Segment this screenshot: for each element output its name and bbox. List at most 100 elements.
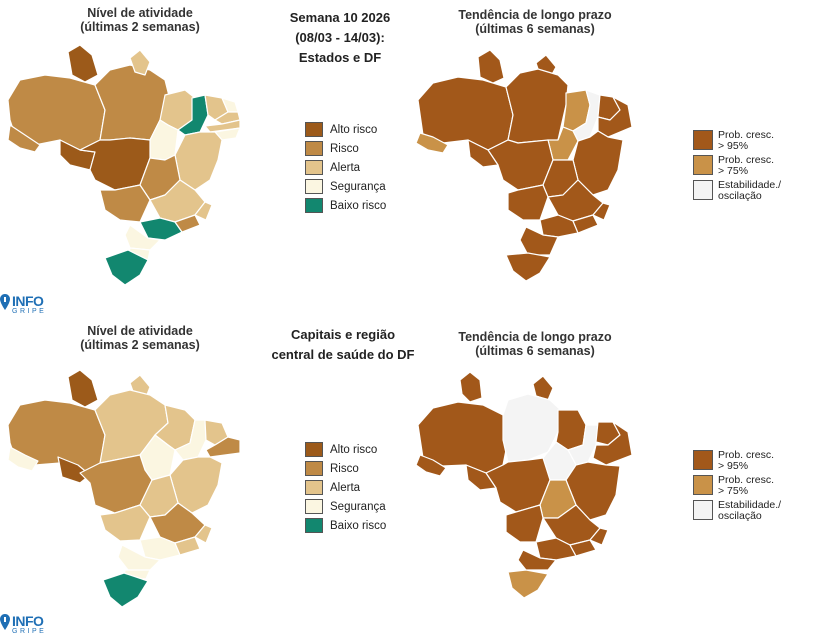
- state-pa: [505, 68, 569, 144]
- legend-label: Segurança: [330, 180, 386, 193]
- week-label: Semana 10 2026: [289, 10, 391, 25]
- legend-label: Prob. cresc. > 75%: [718, 155, 798, 177]
- state-pr-sc: [519, 226, 559, 256]
- legend-swatch: [693, 450, 713, 470]
- label-line: Prob. cresc.: [718, 449, 775, 461]
- trend-map-title-top: Tendência de longo prazo (últimas 6 sema…: [440, 8, 630, 36]
- activity-legend-bottom: Alto risco Risco Alerta Segurança Baixo …: [305, 440, 386, 535]
- state-rr: [477, 49, 505, 84]
- legend-label: Prob. cresc. > 95%: [718, 130, 798, 152]
- title-line: Nível de atividade: [87, 324, 193, 338]
- location-pin-icon: [0, 294, 10, 310]
- region-ne-east: [592, 421, 633, 466]
- label-line: Prob. cresc.: [718, 474, 775, 486]
- infogripe-logo: INFO GRIPE: [0, 614, 46, 636]
- region-ro: [465, 464, 497, 491]
- region-ac: [415, 454, 447, 477]
- legend-label: Baixo risco: [330, 199, 387, 212]
- title-line: Nível de atividade: [87, 6, 193, 20]
- legend-item: Prob. cresc. > 95%: [693, 450, 798, 472]
- legend-swatch: [693, 180, 713, 200]
- title-line: (últimas 6 semanas): [475, 344, 595, 358]
- legend-item: Estabilidade./oscilação: [693, 180, 798, 202]
- legend-swatch: [305, 480, 323, 495]
- region-pr-sc: [517, 549, 557, 571]
- region-ms: [505, 504, 544, 543]
- infogripe-logo: INFO GRIPE: [0, 294, 46, 316]
- legend-item: Alerta: [305, 158, 386, 177]
- activity-map-title-top: Nível de atividade (últimas 2 semanas): [60, 6, 220, 34]
- label-line: Estabilidade./: [718, 179, 782, 191]
- legend-item: Baixo risco: [305, 196, 386, 215]
- legend-swatch: [305, 179, 323, 194]
- label-line: Prob. cresc.: [718, 129, 775, 141]
- trend-map-title-bottom: Tendência de longo prazo (últimas 6 sema…: [440, 330, 630, 358]
- state-es: [194, 201, 213, 221]
- trend-map-states: [415, 49, 633, 282]
- label-line: Prob. cresc.: [718, 154, 775, 166]
- legend-swatch: [305, 198, 323, 213]
- state-ms: [507, 184, 549, 221]
- legend-item: Prob. cresc. > 95%: [693, 130, 798, 152]
- region-es: [589, 527, 609, 546]
- legend-swatch: [305, 518, 323, 533]
- label-line: > 75%: [718, 165, 749, 177]
- logo-subtext: GRIPE: [12, 308, 47, 315]
- legend-swatch: [305, 122, 323, 137]
- logo-subtext: GRIPE: [12, 628, 47, 635]
- legend-label: Alto risco: [330, 123, 378, 136]
- date-range: (08/03 - 14/03):: [295, 30, 385, 45]
- region-ac: [7, 446, 39, 472]
- state-es: [592, 202, 611, 221]
- activity-legend-top: Alto risco Risco Alerta Segurança Baixo …: [305, 120, 386, 215]
- trend-legend-bottom: Prob. cresc. > 95% Prob. cresc. > 75% Esta…: [693, 450, 798, 525]
- legend-item: Estabilidade./oscilação: [693, 500, 798, 522]
- state-rs: [505, 252, 551, 282]
- legend-swatch: [305, 442, 323, 457]
- state-rr: [67, 44, 99, 83]
- legend-label: Prob. cresc. > 95%: [718, 450, 798, 472]
- capitals-title: Capitais e região central de saúde do DF: [248, 325, 438, 365]
- label-line: oscilação: [718, 190, 762, 202]
- scope-label: central de saúde do DF: [271, 347, 415, 362]
- state-ap: [129, 49, 151, 76]
- state-ac: [7, 124, 41, 153]
- legend-item: Risco: [305, 139, 386, 158]
- region-ms: [99, 504, 151, 542]
- legend-item: Baixo risco: [305, 516, 386, 535]
- region-es: [194, 524, 213, 544]
- legend-swatch: [693, 155, 713, 175]
- legend-label: Alerta: [330, 481, 361, 494]
- region-rr: [459, 371, 483, 403]
- location-pin-icon: [0, 614, 10, 630]
- label-line: oscilação: [718, 510, 762, 522]
- label-line: > 95%: [718, 140, 749, 152]
- legend-swatch: [305, 160, 323, 175]
- title-line: (últimas 6 semanas): [475, 22, 595, 36]
- region-rj: [569, 539, 597, 557]
- region-rn-pb-pe: [205, 436, 241, 458]
- scope-label: Estados e DF: [298, 50, 382, 65]
- legend-label: Alto risco: [330, 443, 378, 456]
- label-line: Estabilidade./: [718, 499, 782, 511]
- legend-label: Estabilidade./oscilação: [718, 180, 798, 202]
- legend-swatch: [693, 500, 713, 520]
- legend-swatch: [693, 475, 713, 495]
- legend-item: Alto risco: [305, 440, 386, 459]
- state-rj: [174, 214, 201, 233]
- legend-label: Alerta: [330, 161, 361, 174]
- region-rs: [507, 569, 549, 599]
- legend-swatch: [305, 141, 323, 156]
- legend-label: Risco: [330, 142, 359, 155]
- title-line: (últimas 2 semanas): [80, 20, 200, 34]
- legend-label: Estabilidade./oscilação: [718, 500, 798, 522]
- scope-label: Capitais e região: [290, 327, 396, 342]
- label-line: > 75%: [718, 485, 749, 497]
- activity-map-capitals: [7, 369, 241, 608]
- week-title: Semana 10 2026 (08/03 - 14/03): Estados …: [255, 8, 425, 68]
- legend-item: Segurança: [305, 497, 386, 516]
- title-line: (últimas 2 semanas): [80, 338, 200, 352]
- legend-swatch: [305, 461, 323, 476]
- region-rj: [174, 536, 201, 556]
- region-ap: [532, 375, 554, 401]
